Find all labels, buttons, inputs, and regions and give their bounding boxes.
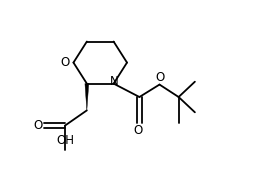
Text: O: O	[34, 119, 43, 132]
Text: O: O	[156, 71, 165, 84]
Text: N: N	[110, 75, 119, 88]
Text: OH: OH	[57, 134, 75, 147]
Text: O: O	[61, 56, 70, 69]
Text: O: O	[134, 124, 143, 137]
Polygon shape	[85, 84, 89, 110]
